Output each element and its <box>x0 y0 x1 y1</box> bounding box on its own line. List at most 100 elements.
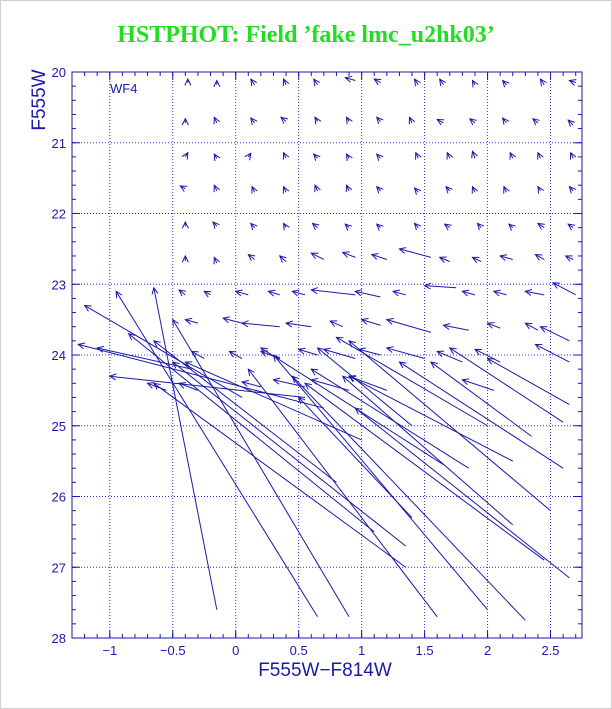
vector-shaft <box>399 248 432 258</box>
vector-arrowhead <box>272 377 281 385</box>
vector-arrowhead <box>314 116 322 125</box>
vector-arrowhead <box>486 357 495 365</box>
vector-arrow <box>282 185 290 194</box>
vector-arrowhead <box>250 117 258 125</box>
vector-arrowhead <box>316 347 325 355</box>
vector-arrowhead <box>524 322 533 330</box>
vector-arrowhead <box>536 222 545 230</box>
vector-arrowhead <box>375 153 384 161</box>
vector-arrowhead <box>212 221 220 229</box>
vector-arrow <box>278 255 287 263</box>
vector-arrowhead <box>499 254 508 261</box>
vector-arrowhead <box>282 78 290 87</box>
vector-arrowhead <box>213 79 221 88</box>
x-tick-label: 2.5 <box>541 643 559 658</box>
vector-arrow <box>77 342 324 409</box>
vector-arrowhead <box>291 289 300 297</box>
vector-arrowhead <box>446 151 453 160</box>
vector-arrow <box>348 375 513 462</box>
vector-arrowhead <box>184 361 193 368</box>
vector-arrowhead <box>234 289 243 297</box>
vector-arrow <box>567 119 575 127</box>
y-tick-label: 27 <box>52 560 66 575</box>
vector-arrowhead <box>184 317 193 325</box>
vector-arrow <box>413 78 421 87</box>
vector-arrow <box>184 77 192 86</box>
vector-arrow <box>413 187 422 195</box>
y-tick-label: 22 <box>52 207 66 222</box>
y-tick-label: 25 <box>52 419 66 434</box>
vector-arrowhead <box>313 153 321 161</box>
vector-arrow <box>347 375 387 391</box>
vector-arrowhead <box>247 368 255 377</box>
vector-arrow <box>184 317 199 325</box>
vector-shaft <box>185 361 362 441</box>
x-tick-label: −1 <box>102 643 117 658</box>
vector-arrow <box>83 304 243 398</box>
vector-arrow <box>508 223 516 231</box>
vector-shaft <box>537 222 545 229</box>
vector-arrowhead <box>360 318 369 325</box>
vector-arrowhead <box>345 184 353 193</box>
vector-shaft <box>439 256 450 263</box>
vector-arrow <box>267 289 280 297</box>
vector-arrowhead <box>413 222 422 231</box>
vector-arrowhead <box>341 375 350 383</box>
vector-arrowhead <box>415 151 422 160</box>
vector-arrow <box>335 336 488 427</box>
vector-arrow <box>272 354 488 611</box>
vector-arrow <box>291 289 306 297</box>
vector-arrowhead <box>448 347 457 355</box>
vector-arrow <box>413 222 422 231</box>
vector-arrow <box>203 290 212 298</box>
vector-arrow <box>310 287 356 296</box>
vector-arrow <box>304 382 545 561</box>
vector-shaft <box>386 347 425 360</box>
vector-arrow <box>344 223 353 231</box>
vector-arrowhead <box>240 320 249 328</box>
vector-arrow <box>375 153 384 161</box>
vector-arrow <box>171 361 407 547</box>
vector-arrowhead <box>442 323 451 330</box>
vector-arrowhead <box>240 380 249 387</box>
vector-arrow <box>146 382 167 391</box>
vector-arrow <box>476 222 485 231</box>
vector-arrowhead <box>461 289 470 297</box>
vector-shaft <box>472 256 482 263</box>
vector-arrow <box>567 223 576 231</box>
vector-arrowhead <box>77 342 86 350</box>
vector-arrow <box>534 343 570 363</box>
vector-arrow <box>524 289 545 296</box>
vector-arrowhead <box>310 287 319 295</box>
vector-arrow <box>539 326 570 342</box>
vector-arrowhead <box>221 316 231 324</box>
vector-arrowhead <box>213 116 220 125</box>
vector-arrowhead <box>398 247 407 254</box>
vector-arrow <box>469 117 477 126</box>
vector-arrowhead <box>552 282 561 289</box>
vector-arrowhead <box>344 75 353 83</box>
vector-arrowhead <box>96 345 105 353</box>
vector-arrow <box>344 75 356 83</box>
vector-arrow <box>247 253 256 262</box>
vector-arrow <box>471 185 479 194</box>
x-axis-title: F555W−F814W <box>258 660 392 681</box>
vector-arrow <box>524 322 539 331</box>
vector-shaft <box>358 348 381 356</box>
vector-arrow <box>152 340 337 483</box>
vector-shaft <box>273 354 488 611</box>
vector-arrowhead <box>443 223 452 231</box>
vector-shaft <box>430 361 532 437</box>
vector-shaft <box>128 333 375 533</box>
grid <box>72 72 582 638</box>
vector-shaft <box>286 322 312 328</box>
vector-shaft <box>304 382 545 561</box>
vector-arrow <box>354 289 381 298</box>
vector-arrow <box>259 347 444 466</box>
vector-arrow <box>213 184 220 193</box>
vector-arrow <box>251 185 258 194</box>
vector-arrow <box>234 289 249 297</box>
vector-arrow <box>181 220 189 229</box>
vector-shaft <box>222 317 243 324</box>
vector-arrow <box>284 320 312 328</box>
